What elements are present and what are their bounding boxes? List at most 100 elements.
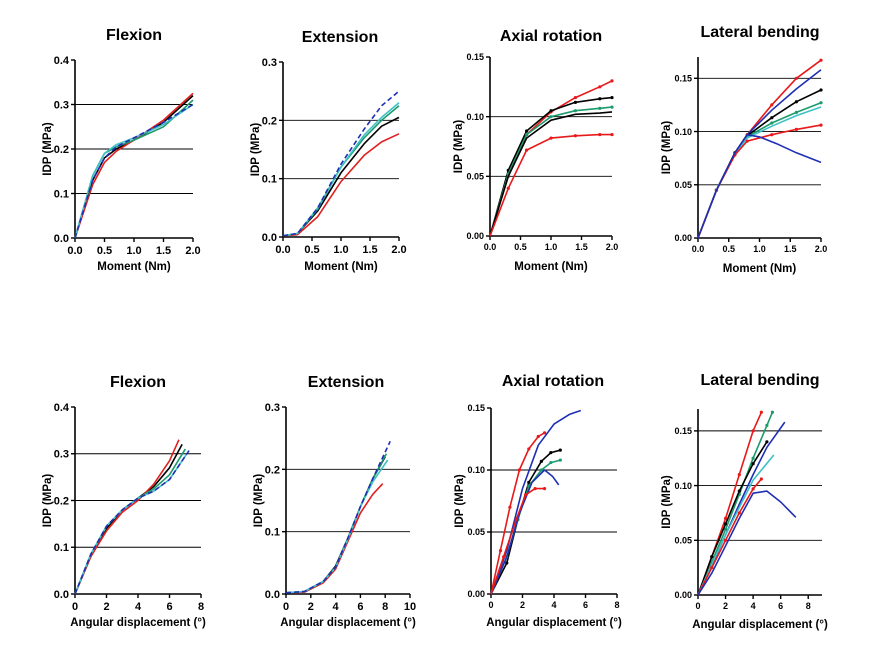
series-line-blue_drop (697, 133, 822, 239)
y-tick-label: 0.15 (674, 426, 692, 436)
series-marker-black_markers (765, 440, 769, 444)
x-tick-label: 2.0 (815, 244, 828, 254)
y-tick-label: 0.15 (466, 52, 484, 62)
series-marker-black_markers (819, 88, 823, 92)
series-marker-red_markers (508, 505, 512, 509)
x-tick-label: 10 (404, 601, 416, 613)
x-tick-label: 0 (72, 601, 78, 613)
x-tick-label: 0.0 (484, 242, 497, 252)
x-tick-label: 8 (198, 601, 204, 613)
series-marker-red_markers (542, 431, 547, 435)
series-line-red (74, 439, 180, 595)
series-marker-black_markers (573, 100, 578, 104)
series-line-red_markers (697, 59, 822, 239)
x-tick-label: 4 (135, 601, 142, 613)
x-tick-label: 0.0 (275, 244, 290, 256)
series-line-green (697, 411, 774, 596)
y-tick-label: 0.3 (265, 402, 280, 414)
series-line-red_low (489, 133, 612, 237)
series-marker-red_low (723, 538, 728, 542)
series-line-blue_high (490, 409, 582, 595)
panel-7: Axial rotation 0.00 0.05 0.10 0.15 0 2 4 6 8 Angul… (454, 373, 622, 629)
series-line-green (282, 105, 400, 237)
series-marker-green (525, 132, 529, 137)
x-tick-label: 4 (751, 601, 756, 611)
series-line-red_low (697, 478, 763, 596)
series-marker-black_markers (737, 489, 741, 493)
series-marker-green (770, 410, 775, 414)
series-line-red (74, 92, 194, 239)
series-marker-red_markers (770, 103, 774, 107)
panel-title: Flexion (106, 27, 162, 44)
y-axis-label: IDP (MPa) (661, 475, 673, 529)
series-marker-red_markers (573, 95, 578, 100)
series-marker-red_low (542, 487, 547, 491)
y-tick-label: 0.1 (265, 527, 280, 539)
x-tick-label: 2 (520, 600, 525, 610)
y-tick-label: 0.00 (674, 590, 692, 600)
panel-title: Extension (302, 29, 378, 46)
x-tick-label: 8 (382, 601, 388, 613)
x-tick-label: 0.5 (514, 242, 527, 252)
series-marker-red_markers (737, 473, 741, 477)
x-tick-label: 0.5 (97, 245, 112, 257)
x-axis-label: Moment (Nm) (97, 261, 171, 273)
y-tick-label: 0.3 (54, 99, 69, 111)
series-marker-red_low (506, 186, 510, 190)
y-tick-label: 0.2 (54, 144, 69, 156)
x-tick-label: 1.0 (545, 242, 558, 252)
series-marker-red_low (549, 136, 553, 140)
series-marker-red_low (533, 487, 537, 491)
series-marker-green (573, 109, 578, 113)
y-tick-label: 0.10 (466, 112, 484, 122)
y-tick-label: 0.10 (674, 127, 692, 137)
series-marker-green (610, 105, 614, 109)
x-tick-label: 1.0 (333, 244, 348, 256)
x-tick-label: 2.0 (606, 242, 619, 252)
series-marker-red_low (759, 477, 763, 481)
panel-title: Lateral bending (700, 372, 819, 389)
x-tick-label: 8 (806, 601, 811, 611)
series-line-blue_drop (490, 469, 560, 595)
series-line-black_plain (489, 111, 613, 237)
x-tick-label: 2.0 (391, 244, 406, 256)
series-marker-red_low (751, 487, 755, 491)
series-marker-black_markers (723, 522, 728, 526)
series-marker-red_low (745, 139, 749, 143)
y-tick-label: 0.3 (262, 57, 277, 69)
x-tick-label: 1.5 (784, 244, 797, 254)
series-marker-black_markers (770, 116, 774, 120)
x-tick-label: 1.0 (753, 244, 766, 254)
panel-title: Flexion (110, 374, 166, 391)
panel-1: Flexion 0.0 0.1 0.2 0.3 0.4 0.0 0.5 1.0 1.5 2.0 Mom… (42, 27, 201, 273)
y-tick-label: 0.4 (54, 55, 70, 67)
y-tick-label: 0.10 (674, 481, 692, 491)
series-marker-red_markers (498, 549, 503, 553)
y-tick-label: 0.15 (674, 74, 692, 84)
series-line-blue_dashed (285, 440, 391, 594)
series-line-blue_dashed (74, 103, 194, 239)
x-tick-label: 6 (583, 600, 588, 610)
series-marker-black_markers (549, 451, 553, 455)
y-tick-label: 0.1 (262, 174, 277, 186)
y-axis-label: IDP (MPa) (253, 474, 265, 528)
x-axis-label: Moment (Nm) (514, 261, 588, 273)
x-axis-label: Moment (Nm) (304, 261, 378, 273)
x-tick-label: 1.5 (575, 242, 588, 252)
series-marker-red_low (524, 493, 528, 497)
series-marker-red_markers (794, 76, 799, 80)
x-tick-label: 0.5 (304, 244, 319, 256)
series-marker-green (794, 110, 799, 114)
y-tick-label: 0.2 (262, 115, 277, 127)
x-tick-label: 0 (695, 601, 700, 611)
series-marker-green (549, 115, 553, 119)
series-line-black (285, 456, 386, 594)
series-marker-black_markers (794, 100, 799, 104)
series-line-blue_high (697, 69, 822, 239)
series-marker-red_low (502, 555, 506, 559)
y-axis-label: IDP (MPa) (454, 474, 466, 528)
y-tick-label: 0.1 (54, 188, 69, 200)
y-tick-label: 0.3 (54, 449, 69, 461)
y-tick-label: 0.2 (54, 495, 69, 507)
